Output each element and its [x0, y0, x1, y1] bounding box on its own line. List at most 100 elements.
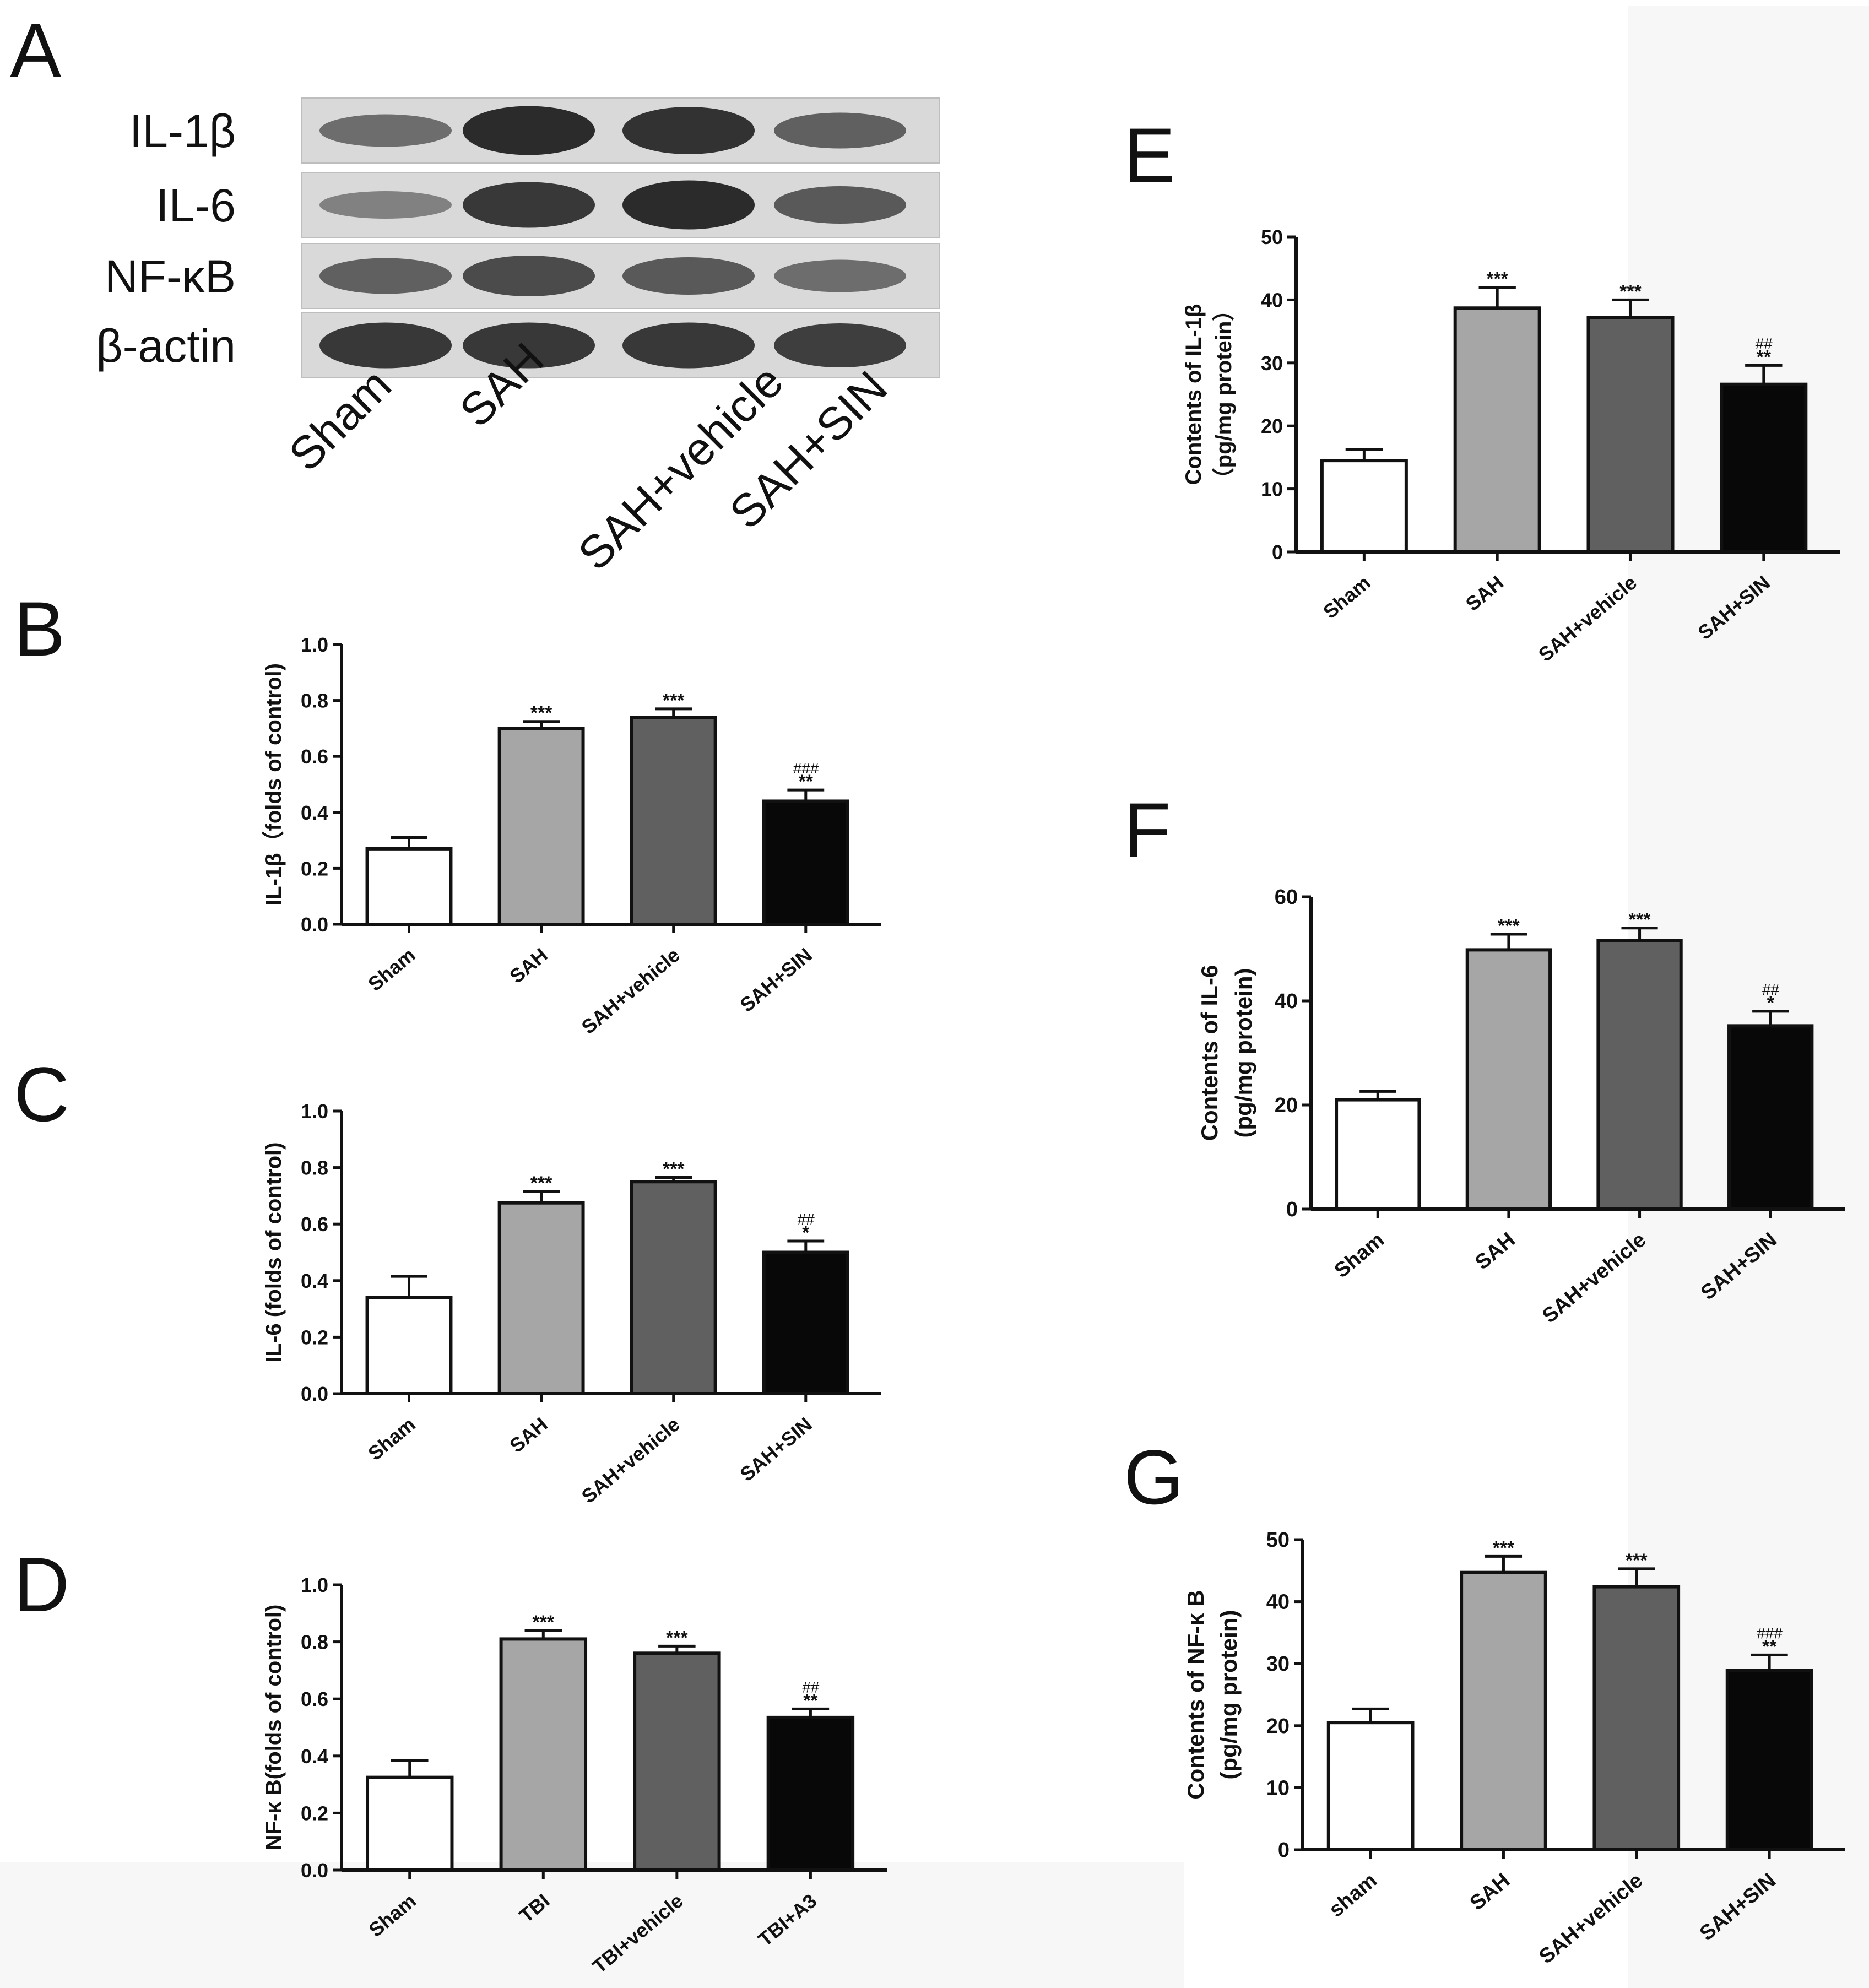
blot-band: [463, 182, 595, 228]
x-category-label: Sham: [364, 1413, 419, 1465]
significance-label: ***: [530, 703, 552, 724]
y-tick-label: 1.0: [301, 1100, 328, 1123]
significance-label-hash: ##: [797, 1211, 815, 1228]
bar: [497, 1201, 585, 1396]
panel-letter-c: C: [14, 1051, 69, 1137]
significance-label: **: [799, 771, 814, 792]
y-tick-label: 1.0: [301, 633, 328, 656]
significance-label: ***: [1619, 281, 1642, 302]
blot-row-label: NF-κB: [105, 251, 236, 302]
significance-label: ***: [1629, 909, 1651, 930]
bar: [1320, 459, 1408, 554]
y-tick-label: 50: [1266, 1529, 1290, 1552]
background-patch: [0, 1862, 1184, 1988]
blot-row-label: β-actin: [96, 320, 236, 372]
blot-band: [319, 114, 452, 147]
significance-label: ***: [532, 1612, 554, 1633]
x-category-label: SAH: [1461, 571, 1508, 615]
bar: [1592, 1585, 1681, 1851]
significance-label: **: [1762, 1636, 1777, 1657]
x-category-label: SAH+vehicle: [577, 944, 684, 1038]
blot-band: [319, 258, 452, 294]
blot-band: [463, 322, 595, 369]
y-tick-label: 0.6: [301, 745, 328, 768]
bar: [1586, 316, 1675, 554]
y-tick-label: 20: [1275, 1094, 1298, 1117]
y-tick-label: 0.6: [301, 1213, 328, 1236]
y-tick-label: 60: [1275, 886, 1298, 909]
bar: [365, 1296, 453, 1396]
y-tick-label: 0.4: [301, 1745, 328, 1768]
y-axis-label-units: (pg/mg protein): [1231, 968, 1256, 1138]
bar: [1453, 306, 1541, 554]
blot-band: [622, 322, 755, 369]
y-axis-label-units: （pg/mg protein）: [1212, 299, 1236, 490]
y-axis-label: Contents of NF-κ B: [1183, 1590, 1209, 1799]
significance-label-hash: ###: [1757, 1624, 1783, 1642]
y-tick-label: 0.8: [301, 1157, 328, 1179]
bar: [497, 727, 585, 927]
blot-band: [622, 107, 755, 154]
panel-letter-b: B: [14, 586, 65, 672]
blot-band: [463, 256, 595, 296]
chart-b: 0.0 0.2 0.4 0.6 0.8 1.0 IL-1β（folds of control…: [262, 633, 881, 1038]
bar: [630, 716, 717, 926]
bar: [1596, 939, 1683, 1211]
blot-band: [319, 191, 452, 219]
bar: [1725, 1669, 1813, 1851]
blot-band: [774, 323, 906, 367]
y-tick-label: 1.0: [301, 1574, 328, 1596]
y-tick-label: 0.0: [301, 1859, 328, 1882]
blot-band: [774, 186, 906, 224]
y-tick-label: 40: [1275, 990, 1298, 1013]
y-tick-label: 0.0: [301, 1383, 328, 1405]
y-axis-label: NF-κ B(folds of control): [262, 1605, 286, 1851]
chart-c: 0.0 0.2 0.4 0.6 0.8 1.0 IL-6 (folds of control…: [262, 1100, 881, 1508]
significance-label: *: [802, 1222, 810, 1243]
significance-label: **: [1757, 346, 1772, 367]
bar: [1727, 1024, 1814, 1211]
y-tick-label: 0: [1286, 1198, 1298, 1221]
significance-label: ***: [1486, 269, 1508, 290]
bar: [366, 1775, 454, 1872]
x-category-label: Sham: [1319, 571, 1374, 623]
y-tick-label: 0: [1278, 1839, 1290, 1862]
y-tick-label: 0.8: [301, 690, 328, 712]
panel-letter-d: D: [14, 1541, 69, 1628]
significance-label-hash: ##: [802, 1678, 820, 1696]
bar: [1720, 382, 1808, 554]
y-tick-label: 0.2: [301, 1802, 328, 1824]
y-tick-label: 0.6: [301, 1688, 328, 1710]
significance-label: ***: [530, 1173, 552, 1194]
bar: [633, 1651, 721, 1872]
y-tick-label: 0.2: [301, 1326, 328, 1348]
blot-band: [774, 259, 906, 292]
bar: [1335, 1098, 1421, 1211]
x-category-label: SAH+vehicle: [577, 1413, 684, 1508]
bar: [630, 1180, 717, 1395]
y-axis-label-units: (pg/mg protein): [1216, 1610, 1242, 1780]
bar: [1460, 1570, 1547, 1851]
significance-label: *: [1767, 993, 1775, 1014]
y-tick-label: 40: [1266, 1591, 1290, 1614]
significance-label: ***: [666, 1627, 688, 1648]
y-tick-label: 30: [1266, 1653, 1290, 1676]
y-tick-label: 50: [1261, 226, 1283, 248]
y-axis-label: Contents of IL-6: [1196, 965, 1222, 1141]
y-tick-label: 20: [1266, 1715, 1290, 1738]
bar: [1326, 1721, 1415, 1851]
y-tick-label: 0.8: [301, 1631, 328, 1654]
y-tick-label: 10: [1266, 1776, 1290, 1800]
blot-band: [622, 257, 755, 295]
bar: [766, 1715, 855, 1872]
significance-label-hash: ###: [793, 760, 819, 777]
y-tick-label: 40: [1261, 289, 1283, 311]
x-category-label: SAH+SIN: [735, 1413, 816, 1486]
bar: [1465, 948, 1552, 1211]
y-axis-label: Contents of IL-1β: [1182, 304, 1206, 485]
y-tick-label: 0.2: [301, 857, 328, 880]
significance-label-hash: ##: [1755, 335, 1773, 352]
bar: [762, 799, 849, 926]
significance-label: ***: [1493, 1537, 1515, 1558]
